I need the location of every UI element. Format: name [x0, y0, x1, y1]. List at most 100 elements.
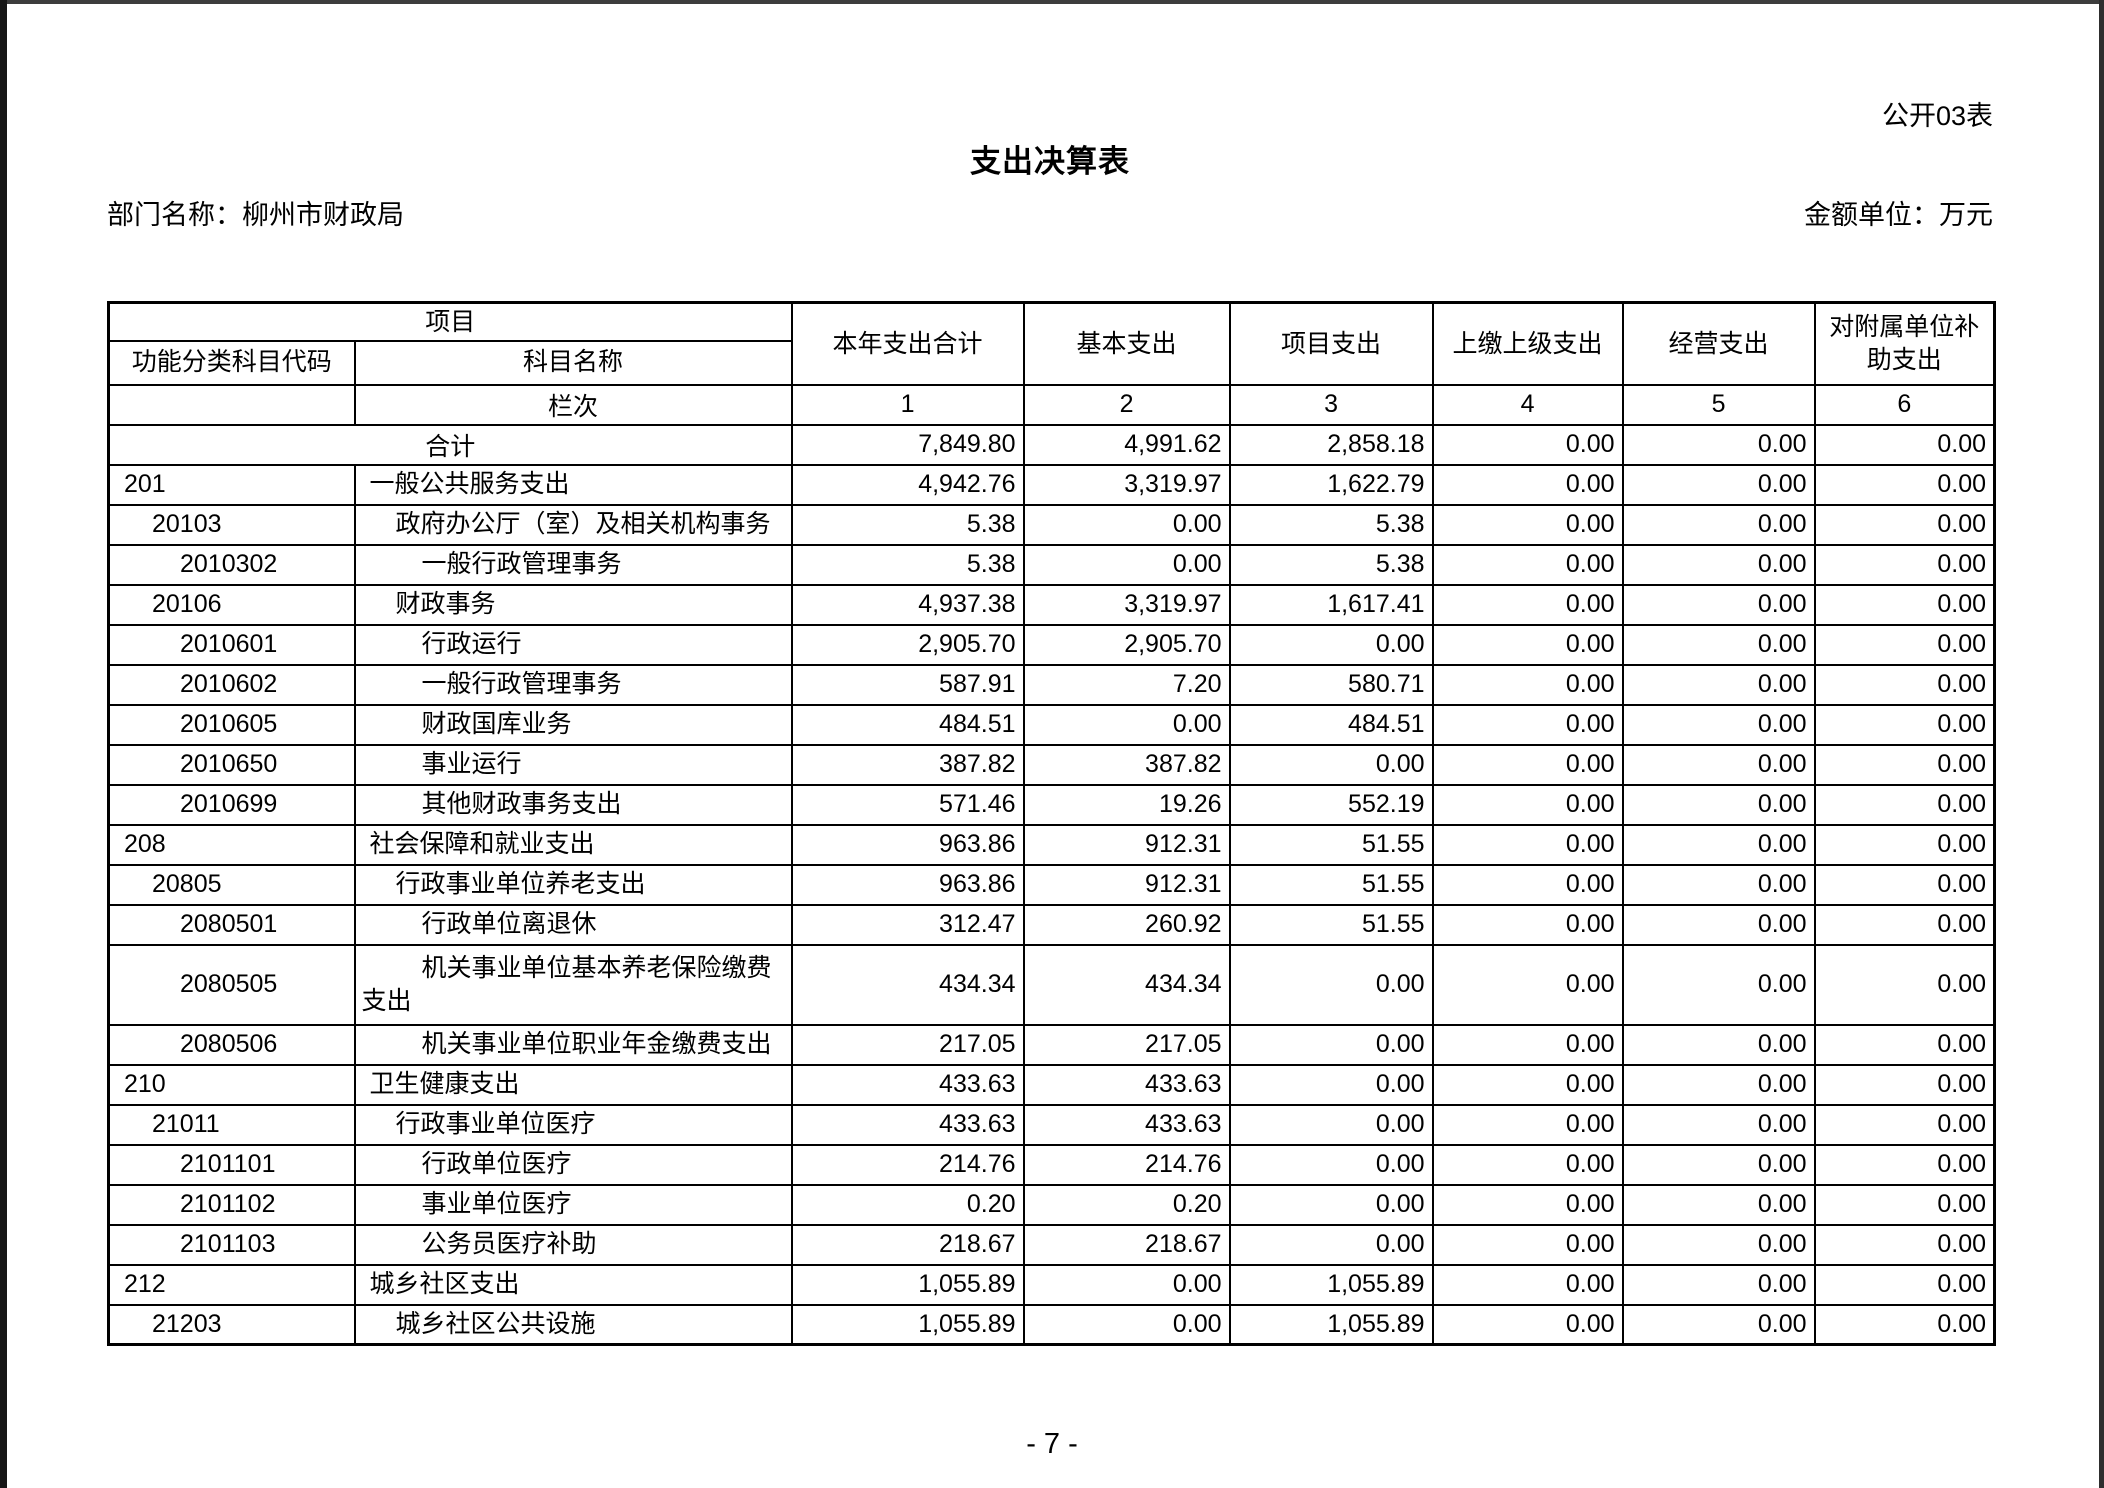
value-cell: 1,617.41 [1228, 583, 1434, 626]
value-cell: 0.00 [1621, 783, 1816, 826]
value-cell: 0.00 [1431, 823, 1624, 866]
value-cell: 0.00 [1813, 623, 1996, 666]
value-cell: 0.00 [1813, 1103, 1996, 1146]
col-header-basic: 基本支出 [1022, 301, 1231, 386]
value-cell: 0.00 [1813, 823, 1996, 866]
code-column-header: 功能分类科目代码 [107, 339, 356, 386]
table-row: 2101103 公务员医疗补助 218.67 218.67 0.00 0.00 0.00 0.… [107, 1223, 1996, 1266]
value-cell: 0.00 [1228, 1023, 1434, 1066]
value-cell: 0.00 [1621, 743, 1816, 786]
value-cell: 433.63 [790, 1063, 1025, 1106]
value-cell: 0.00 [1621, 583, 1816, 626]
code-cell: 20805 [107, 863, 356, 906]
name-cell: 一般公共服务支出 [353, 463, 793, 506]
table-row: 20805 行政事业单位养老支出 963.86 912.31 51.55 0.00 0.00… [107, 863, 1996, 906]
total-label-cell: 合计 [107, 423, 793, 466]
column-number: 4 [1431, 383, 1624, 426]
value-cell: 0.00 [1813, 663, 1996, 706]
value-cell: 0.00 [1813, 503, 1996, 546]
expenditure-table: 项目 本年支出合计 基本支出 项目支出 上缴上级支出 经营支出 对附属单位补助支… [107, 301, 1997, 1346]
scan-edge-top [0, 0, 2104, 4]
page-number: - 7 - [1026, 1428, 1078, 1460]
code-cell: 2101101 [107, 1143, 356, 1186]
value-cell: 3,319.97 [1022, 583, 1231, 626]
value-cell: 0.00 [1022, 703, 1231, 746]
value-cell: 4,942.76 [790, 463, 1025, 506]
table-row: 2010699 其他财政事务支出 571.46 19.26 552.19 0.00 0.00… [107, 783, 1996, 826]
name-cell: 行政事业单位养老支出 [353, 863, 793, 906]
value-cell: 0.00 [1813, 543, 1996, 586]
value-cell: 0.00 [1813, 583, 1996, 626]
meta-row: 部门名称：柳州市财政局 金额单位：万元 [107, 193, 1993, 232]
value-cell: 0.00 [1431, 1103, 1624, 1146]
lanci-label: 栏次 [353, 383, 793, 426]
header-row-lanci: 栏次 1 2 3 4 5 6 [107, 383, 1996, 426]
value-cell: 0.00 [1228, 943, 1434, 1026]
code-cell: 2010605 [107, 703, 356, 746]
name-cell: 政府办公厅（室）及相关机构事务 [353, 503, 793, 546]
name-cell: 财政国库业务 [353, 703, 793, 746]
name-cell: 一般行政管理事务 [353, 543, 793, 586]
scan-edge-left [0, 0, 7, 1488]
value-cell: 0.00 [1431, 423, 1624, 466]
value-cell: 0.00 [1228, 1183, 1434, 1226]
code-cell: 2010302 [107, 543, 356, 586]
name-cell: 城乡社区公共设施 [353, 1303, 793, 1346]
value-cell: 5.38 [790, 503, 1025, 546]
value-cell: 0.00 [1431, 863, 1624, 906]
value-cell: 214.76 [790, 1143, 1025, 1186]
value-cell: 0.00 [1621, 1023, 1816, 1066]
value-cell: 580.71 [1228, 663, 1434, 706]
name-cell: 卫生健康支出 [353, 1063, 793, 1106]
amount-unit-label: 金额单位：万元 [1804, 200, 1993, 230]
value-cell: 0.00 [1431, 623, 1624, 666]
value-cell: 0.00 [1813, 1023, 1996, 1066]
value-cell: 0.00 [1813, 1223, 1996, 1266]
value-cell: 0.00 [1431, 463, 1624, 506]
lanci-empty-cell [107, 383, 356, 426]
value-cell: 0.00 [1621, 423, 1816, 466]
value-cell: 0.00 [1431, 943, 1624, 1026]
value-cell: 1,055.89 [790, 1303, 1025, 1346]
scan-edge-right [2099, 0, 2104, 1488]
name-cell: 财政事务 [353, 583, 793, 626]
value-cell: 0.00 [1621, 1303, 1816, 1346]
value-cell: 0.00 [1621, 623, 1816, 666]
value-cell: 0.00 [1228, 743, 1434, 786]
col-header-upturn: 上缴上级支出 [1431, 301, 1624, 386]
value-cell: 0.00 [1431, 1263, 1624, 1306]
value-cell: 5.38 [1228, 503, 1434, 546]
value-cell: 963.86 [790, 823, 1025, 866]
column-number: 1 [790, 383, 1025, 426]
value-cell: 4,937.38 [790, 583, 1025, 626]
table-row: 合计 7,849.80 4,991.62 2,858.18 0.00 0.00 0.00 [107, 423, 1996, 466]
value-cell: 0.00 [1621, 663, 1816, 706]
name-cell: 行政单位医疗 [353, 1143, 793, 1186]
col-header-operating: 经营支出 [1621, 301, 1816, 386]
value-cell: 1,055.89 [1228, 1303, 1434, 1346]
table-row: 212 城乡社区支出 1,055.89 0.00 1,055.89 0.00 0.00 0.0… [107, 1263, 1996, 1306]
value-cell: 217.05 [790, 1023, 1025, 1066]
value-cell: 51.55 [1228, 823, 1434, 866]
table-row: 2080505 机关事业单位基本养老保险缴费支出 434.34 434.34 0.00 0… [107, 943, 1996, 1026]
table-row: 208 社会保障和就业支出 963.86 912.31 51.55 0.00 0.00 0.0… [107, 823, 1996, 866]
value-cell: 51.55 [1228, 903, 1434, 946]
value-cell: 0.00 [1431, 1183, 1624, 1226]
value-cell: 0.00 [1228, 623, 1434, 666]
value-cell: 51.55 [1228, 863, 1434, 906]
code-cell: 212 [107, 1263, 356, 1306]
table-row: 21011 行政事业单位医疗 433.63 433.63 0.00 0.00 0.00 0.0… [107, 1103, 1996, 1146]
value-cell: 0.20 [1022, 1183, 1231, 1226]
value-cell: 0.00 [1813, 423, 1996, 466]
value-cell: 0.00 [1621, 703, 1816, 746]
code-cell: 21011 [107, 1103, 356, 1146]
table-row: 201 一般公共服务支出 4,942.76 3,319.97 1,622.79 0.00 0… [107, 463, 1996, 506]
name-cell: 行政事业单位医疗 [353, 1103, 793, 1146]
value-cell: 2,905.70 [1022, 623, 1231, 666]
value-cell: 19.26 [1022, 783, 1231, 826]
name-cell: 公务员医疗补助 [353, 1223, 793, 1266]
value-cell: 571.46 [790, 783, 1025, 826]
value-cell: 0.00 [1621, 543, 1816, 586]
code-cell: 210 [107, 1063, 356, 1106]
code-cell: 2080506 [107, 1023, 356, 1066]
